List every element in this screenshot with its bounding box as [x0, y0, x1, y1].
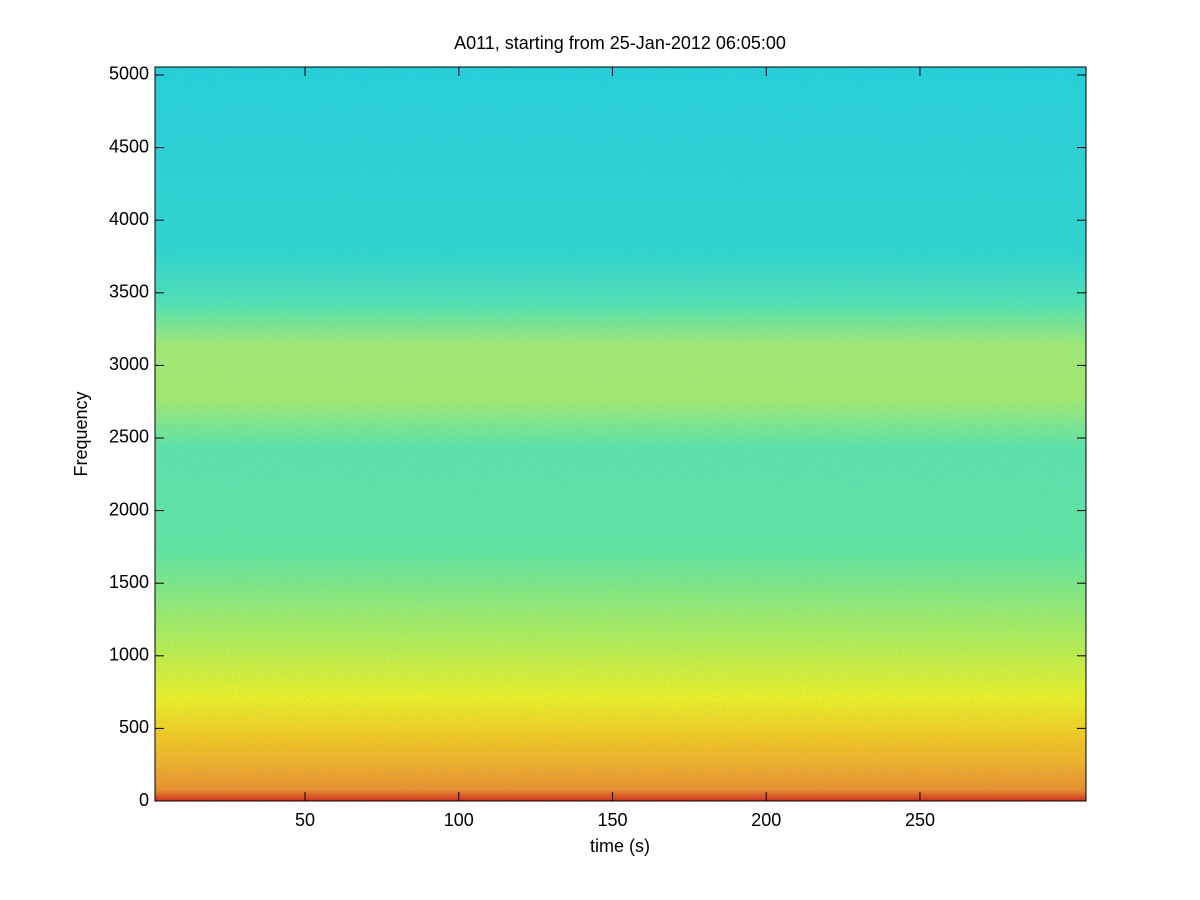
spectrogram-texture: [155, 67, 1086, 801]
x-tick-label: 50: [295, 810, 315, 830]
x-tick-label: 150: [597, 810, 627, 830]
y-tick-label: 4500: [109, 136, 149, 156]
y-tick-label: 2000: [109, 499, 149, 519]
y-tick-label: 0: [139, 790, 149, 810]
axes-box: [154, 66, 1087, 802]
y-tick-label: 5000: [109, 64, 149, 84]
y-tick-label: 4000: [109, 209, 149, 229]
y-tick-label: 3000: [109, 354, 149, 374]
x-tick-label: 250: [905, 810, 935, 830]
x-tick-label: 200: [751, 810, 781, 830]
y-tick-label: 2500: [109, 427, 149, 447]
x-axis-label: time (s): [590, 836, 650, 856]
y-tick-label: 3500: [109, 282, 149, 302]
y-tick-label: 500: [119, 717, 149, 737]
plot-area: [154, 66, 1087, 802]
y-tick-label: 1000: [109, 645, 149, 665]
x-tick-label: 100: [444, 810, 474, 830]
y-axis-label: Frequency: [71, 391, 91, 476]
y-tick-label: 1500: [109, 572, 149, 592]
chart-title: A011, starting from 25-Jan-2012 06:05:00: [454, 33, 786, 53]
